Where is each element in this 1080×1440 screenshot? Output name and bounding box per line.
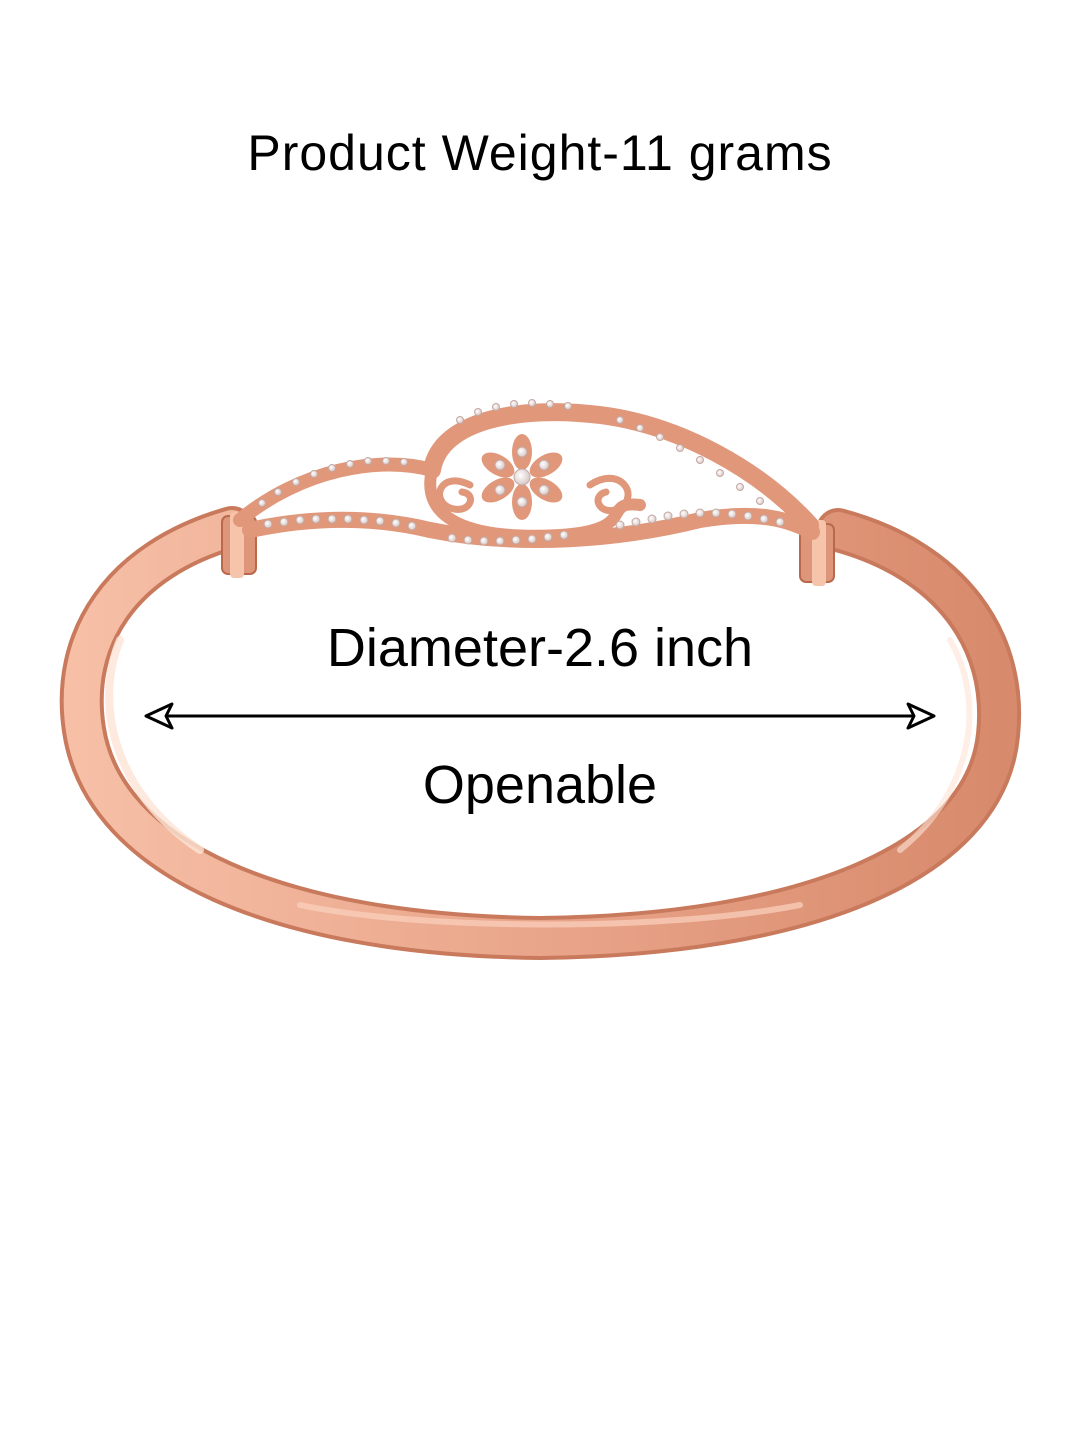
bangle-band <box>59 506 1022 961</box>
bangle-top-design <box>233 399 820 548</box>
product-weight-label: Product Weight-11 grams <box>247 125 833 181</box>
diameter-label: Diameter-2.6 inch <box>326 618 754 678</box>
flower-motif <box>481 434 563 520</box>
diameter-arrow <box>144 702 936 730</box>
openable-label: Openable <box>422 755 658 815</box>
